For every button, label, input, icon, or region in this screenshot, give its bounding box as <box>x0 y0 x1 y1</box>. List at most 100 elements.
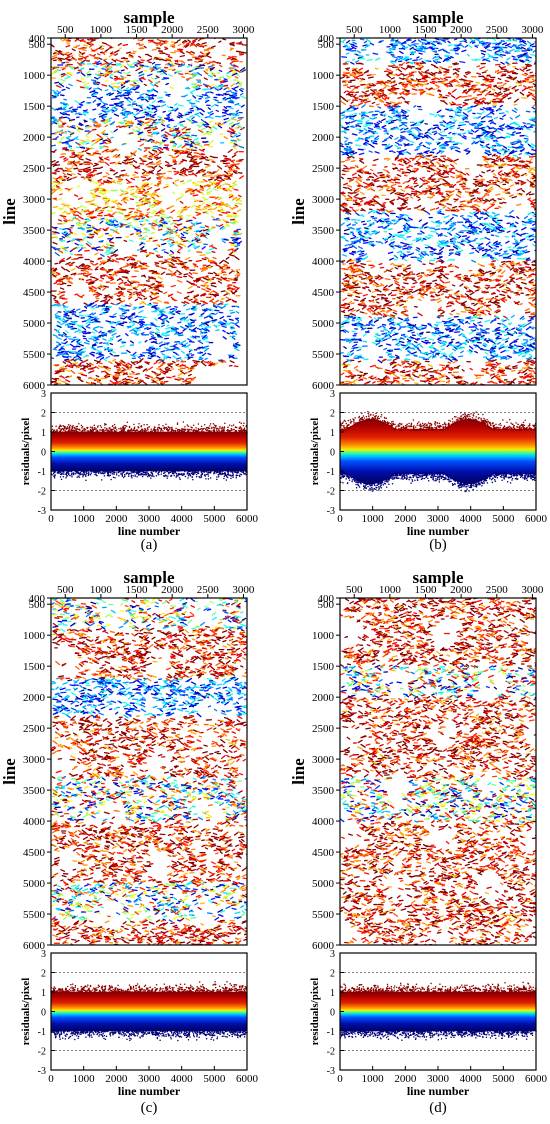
profile-point <box>202 428 204 431</box>
profile-point <box>232 472 234 475</box>
profile-point <box>60 478 63 481</box>
map-point <box>153 361 158 365</box>
map-point <box>78 123 83 127</box>
profile-point <box>138 423 140 425</box>
map-point <box>69 264 73 267</box>
map-point <box>198 241 203 244</box>
map-point <box>130 192 135 196</box>
map-point <box>164 160 170 164</box>
map-point <box>179 167 185 172</box>
map-point <box>51 380 57 383</box>
map-point <box>107 234 113 237</box>
map-point <box>170 222 176 225</box>
map-point <box>69 126 76 129</box>
map-point <box>185 297 190 301</box>
map-point <box>138 341 142 344</box>
profile-point <box>125 425 128 428</box>
map-point <box>181 76 185 79</box>
map-point <box>182 231 189 235</box>
map-point <box>233 122 240 126</box>
map-point <box>65 140 71 143</box>
map-point <box>195 108 199 112</box>
map-point <box>79 67 85 71</box>
map-point <box>146 200 152 204</box>
profile-point <box>149 432 151 434</box>
profile-point <box>208 427 211 429</box>
map-point <box>168 326 175 329</box>
map-point <box>137 136 143 139</box>
map-point <box>164 91 168 94</box>
profile-point <box>173 431 175 433</box>
map-point <box>123 125 128 128</box>
map-point <box>90 306 95 310</box>
map-point <box>82 347 87 350</box>
map-point <box>91 304 98 308</box>
map-point <box>225 119 231 124</box>
map-point <box>232 250 237 254</box>
map-point <box>179 227 185 231</box>
map-point <box>190 50 196 54</box>
map-point <box>191 121 197 124</box>
map-point <box>62 105 67 109</box>
map-point <box>58 280 64 283</box>
map-point <box>92 87 99 90</box>
map-point <box>148 252 155 255</box>
map-point <box>99 142 105 145</box>
map-point <box>146 349 151 353</box>
map-point <box>98 362 103 365</box>
map-point <box>165 320 170 323</box>
map-point <box>108 84 114 89</box>
map-point <box>103 246 108 249</box>
map-point <box>187 240 192 243</box>
map-point <box>222 219 226 222</box>
map-point <box>61 123 66 126</box>
map-point <box>200 45 205 48</box>
profile-point <box>115 474 118 476</box>
map-point <box>173 106 179 111</box>
profile-point <box>141 428 144 431</box>
map-point <box>120 199 126 202</box>
profile-point <box>177 475 179 477</box>
map-point <box>191 83 197 86</box>
map-point <box>123 239 128 243</box>
map-point <box>152 302 159 304</box>
map-point <box>234 112 239 116</box>
map-point <box>94 73 100 77</box>
map-point <box>68 351 75 354</box>
map-point <box>139 215 144 218</box>
profile-point <box>197 423 200 425</box>
map-point <box>209 139 214 144</box>
map-point <box>206 264 211 268</box>
map-point <box>78 104 84 108</box>
map-point <box>188 73 194 76</box>
profile-point <box>87 474 90 477</box>
map-point <box>163 117 171 119</box>
profile-point <box>209 423 212 425</box>
profile-point <box>237 429 240 432</box>
map-point <box>143 195 148 199</box>
map-point <box>68 118 76 122</box>
map-point <box>162 110 166 113</box>
profile-point <box>223 477 225 480</box>
map-point <box>70 58 77 61</box>
profile-point <box>109 474 112 477</box>
map-point <box>69 149 75 152</box>
profile-point <box>128 425 131 428</box>
map-point <box>239 175 244 180</box>
map-point <box>212 181 216 184</box>
profile-point <box>240 422 243 425</box>
map-point <box>78 122 84 126</box>
map-point <box>185 256 191 261</box>
map-point <box>107 137 112 142</box>
map-point <box>99 240 104 243</box>
profile-point <box>199 428 202 431</box>
map-point <box>77 348 83 353</box>
map-point <box>203 198 209 201</box>
map-point <box>79 146 85 149</box>
map-point <box>157 336 164 339</box>
map-point <box>73 167 79 170</box>
profile-point <box>240 428 243 430</box>
map-point <box>234 342 239 345</box>
map-point <box>179 135 186 138</box>
map-point <box>231 299 238 303</box>
